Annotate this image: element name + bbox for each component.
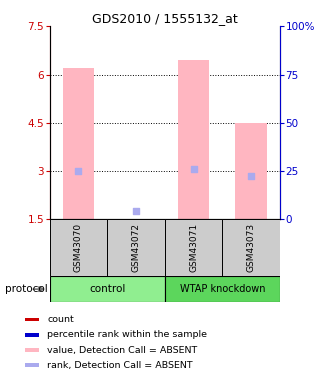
Text: control: control [89, 284, 125, 294]
Text: count: count [47, 315, 74, 324]
Bar [25, 363, 39, 367]
Bar [165, 276, 280, 302]
Bar [25, 333, 39, 337]
Title: GDS2010 / 1555132_at: GDS2010 / 1555132_at [92, 12, 238, 25]
Bar [165, 219, 222, 276]
Text: value, Detection Call = ABSENT: value, Detection Call = ABSENT [47, 345, 197, 354]
Text: GSM43071: GSM43071 [189, 223, 198, 272]
Text: percentile rank within the sample: percentile rank within the sample [47, 330, 207, 339]
Bar [222, 219, 280, 276]
Bar [107, 219, 165, 276]
Bar [50, 276, 165, 302]
Text: GSM43073: GSM43073 [247, 223, 256, 272]
Text: GSM43072: GSM43072 [132, 223, 140, 272]
Point [249, 173, 254, 179]
Bar [236, 123, 267, 219]
Bar [25, 348, 39, 352]
Text: WTAP knockdown: WTAP knockdown [180, 284, 265, 294]
Text: protocol: protocol [5, 285, 48, 294]
Point [191, 166, 196, 172]
Bar [63, 68, 94, 219]
Point [133, 209, 139, 214]
Point [76, 168, 81, 174]
Text: GSM43070: GSM43070 [74, 223, 83, 272]
Bar [25, 318, 39, 321]
Bar [178, 60, 210, 219]
Text: rank, Detection Call = ABSENT: rank, Detection Call = ABSENT [47, 361, 193, 370]
Bar [50, 219, 107, 276]
